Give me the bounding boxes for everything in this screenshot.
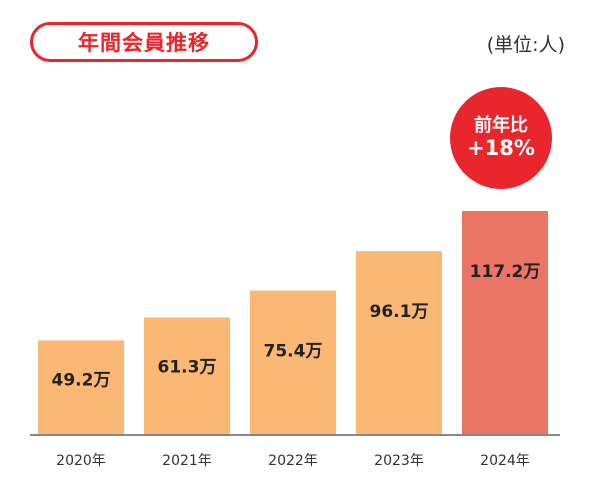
chart-title: 年間会員推移 bbox=[30, 22, 258, 62]
bar-2024年 bbox=[462, 211, 548, 434]
bar-value-label: 96.1万 bbox=[370, 302, 429, 322]
bar-2021年 bbox=[144, 317, 230, 434]
bar-2020年 bbox=[38, 340, 124, 434]
x-tick-label: 2020年 bbox=[56, 453, 106, 469]
x-tick-label: 2022年 bbox=[268, 453, 318, 469]
x-tick-label: 2023年 bbox=[374, 453, 424, 469]
bar-value-label: 75.4万 bbox=[264, 342, 323, 362]
badge-value: +18% bbox=[467, 136, 535, 161]
bar-value-label: 49.2万 bbox=[52, 371, 111, 391]
bar-value-label: 61.3万 bbox=[158, 357, 217, 377]
bar-2023年 bbox=[356, 251, 442, 434]
x-tick-label: 2021年 bbox=[162, 453, 212, 469]
badge-label: 前年比 bbox=[474, 114, 528, 136]
x-tick-label: 2024年 bbox=[480, 453, 530, 469]
yoy-growth-badge: 前年比 +18% bbox=[450, 87, 552, 189]
bar-2022年 bbox=[250, 290, 336, 434]
unit-note: (単位:人) bbox=[486, 34, 565, 56]
bar-value-label: 117.2万 bbox=[470, 262, 541, 282]
